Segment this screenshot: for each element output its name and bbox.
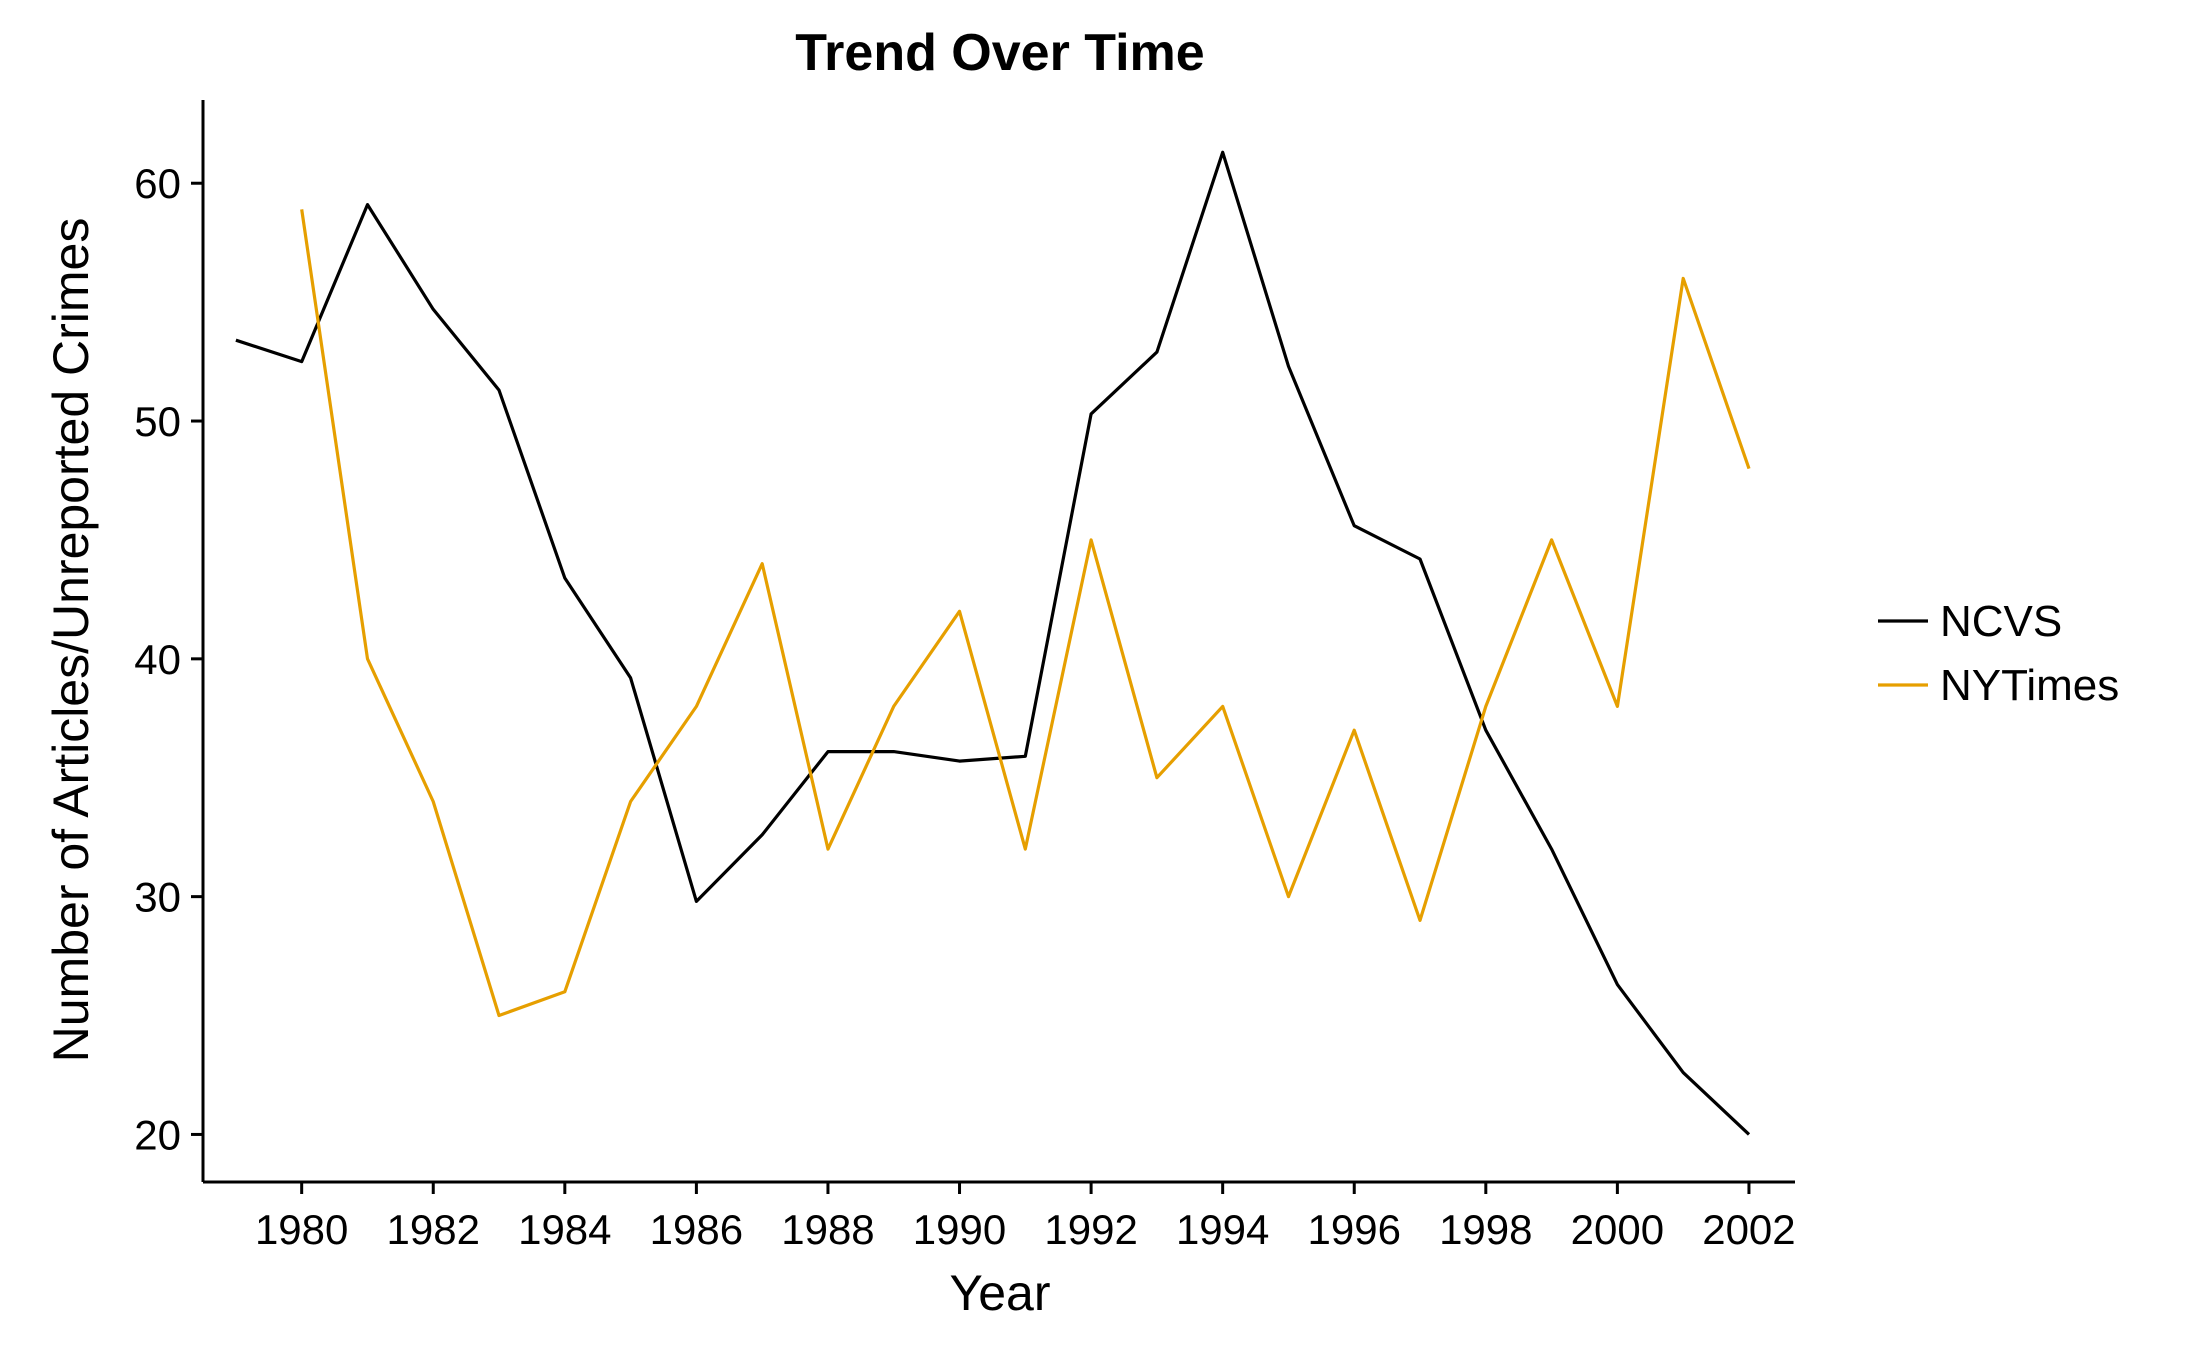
legend-label-nytimes: NYTimes — [1940, 661, 2119, 710]
x-tick-label: 1990 — [913, 1206, 1006, 1253]
x-tick-label: 2002 — [1702, 1206, 1795, 1253]
legend: NCVS NYTimes — [1878, 597, 2119, 710]
plot-area — [235, 150, 1751, 1136]
legend-label-ncvs: NCVS — [1940, 597, 2062, 646]
x-tick-label: 1992 — [1044, 1206, 1137, 1253]
y-tick-label: 40 — [134, 636, 181, 683]
y-axis-title: Number of Articles/Unreported Crimes — [43, 218, 99, 1063]
x-tick-label: 1994 — [1176, 1206, 1269, 1253]
x-tick-label: 1980 — [255, 1206, 348, 1253]
y-tick-label: 30 — [134, 874, 181, 921]
y-tick-label: 50 — [134, 398, 181, 445]
x-axis-title: Year — [949, 1265, 1050, 1321]
series-line-ncvs — [235, 150, 1751, 1136]
x-tick-label: 1996 — [1308, 1206, 1401, 1253]
x-axis-ticks: 1980 1982 1984 1986 1988 1990 1992 1994 1996 1998… — [255, 1182, 1796, 1253]
x-tick-label: 1986 — [650, 1206, 743, 1253]
x-tick-label: 1998 — [1439, 1206, 1532, 1253]
y-tick-label: 20 — [134, 1111, 181, 1158]
x-tick-label: 1988 — [781, 1206, 874, 1253]
chart-title: Trend Over Time — [795, 24, 1204, 82]
y-axis-ticks: 20 30 40 50 60 — [134, 160, 203, 1158]
x-tick-label: 1984 — [518, 1206, 611, 1253]
x-tick-label: 2000 — [1571, 1206, 1664, 1253]
y-tick-label: 60 — [134, 160, 181, 207]
series-line-nytimes — [300, 209, 1751, 1018]
x-tick-label: 1982 — [387, 1206, 480, 1253]
